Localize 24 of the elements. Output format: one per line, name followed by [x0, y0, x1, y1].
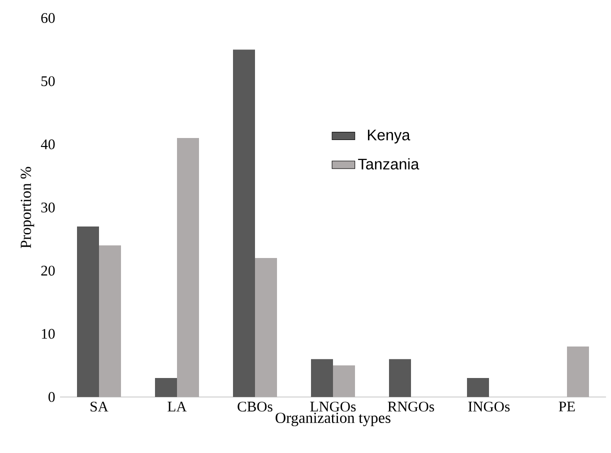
x-tick-label: SA	[90, 402, 108, 412]
x-axis-title: Organization types	[276, 412, 390, 426]
x-tick-label: RNGOs	[388, 402, 434, 412]
x-tick-label: CBOs	[238, 402, 272, 412]
x-tick-label: LNGOs	[310, 402, 356, 412]
y-tick-label: 60	[41, 13, 55, 23]
y-axis-title: Proportion %	[20, 166, 34, 248]
legend-label: Tanzania	[358, 158, 420, 170]
bar	[311, 359, 333, 397]
x-tick-label: LA	[168, 402, 187, 412]
y-tick-label: 10	[42, 328, 55, 339]
bar	[77, 226, 100, 397]
bar	[155, 378, 178, 397]
bar	[388, 359, 411, 397]
y-tick-label: 20	[41, 266, 55, 276]
y-tick-label: 50	[41, 76, 55, 86]
x-tick-label: INGOs	[468, 402, 510, 412]
y-tick-label: 30	[41, 202, 55, 212]
bar	[233, 50, 255, 397]
bar	[466, 378, 489, 397]
y-tick-label: 0	[48, 392, 55, 402]
legend-label: Kenya	[368, 130, 410, 144]
x-tick-label: PE	[558, 402, 575, 412]
y-tick-label: 40	[40, 139, 55, 150]
